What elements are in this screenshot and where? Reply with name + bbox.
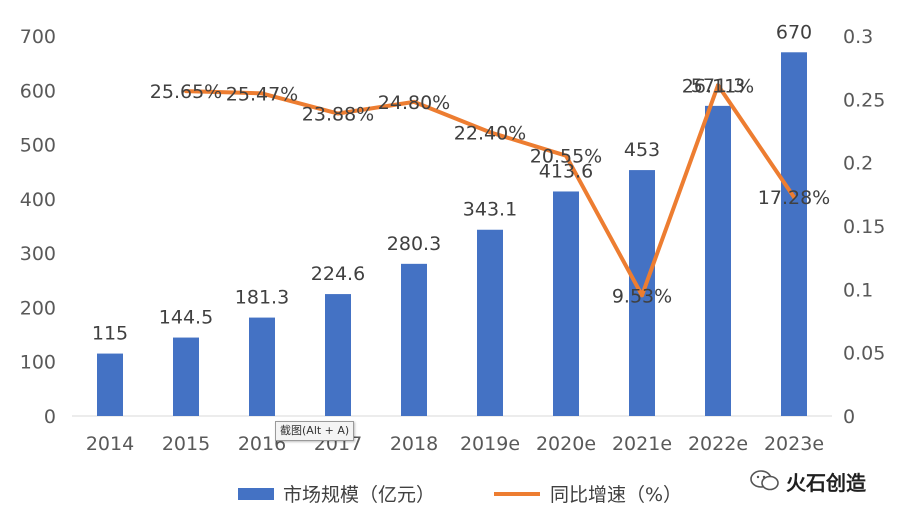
bar-data-label: 453 <box>624 139 660 161</box>
x-tick-label: 2019e <box>460 433 520 455</box>
y-right-tick-label: 0.2 <box>843 153 873 175</box>
line-data-label: 25.65% <box>150 81 222 103</box>
y-right-tick-label: 0.1 <box>843 279 873 301</box>
line-series <box>184 83 796 298</box>
bar <box>97 353 123 416</box>
bar-data-label: 413.6 <box>539 160 593 182</box>
x-tick-label: 2015 <box>162 433 210 455</box>
x-tick-label: 2018 <box>390 433 438 455</box>
y-left-tick-label: 100 <box>20 352 56 374</box>
legend-bar-label: 市场规模（亿元） <box>283 484 435 506</box>
y-left-axis: 0 100 200 300 400 500 600 700 <box>20 26 56 428</box>
bar-data-label: 224.6 <box>311 263 365 285</box>
line-point <box>564 153 568 158</box>
line-data-label: 26.11% <box>682 75 754 97</box>
line-point <box>412 99 416 104</box>
bar <box>705 105 731 416</box>
bar-data-label: 280.3 <box>387 233 441 255</box>
y-left-tick-label: 500 <box>20 135 56 157</box>
line-point <box>260 91 264 96</box>
bar-data-label: 343.1 <box>463 199 517 221</box>
x-tick-label: 2014 <box>86 433 134 455</box>
line-data-label: 22.40% <box>454 122 526 144</box>
watermark: 火石创造 <box>750 466 866 496</box>
line-point <box>488 130 492 135</box>
y-left-tick-label: 300 <box>20 243 56 265</box>
x-axis: 2014 2015 2016 2017 2018 2019e 2020e 2021e 2022e… <box>86 433 824 455</box>
line-data-label: 17.28% <box>758 187 830 209</box>
line-data-label: 25.47% <box>226 83 298 105</box>
y-left-tick-label: 600 <box>20 80 56 102</box>
bar <box>553 191 579 416</box>
line-data-label: 20.55% <box>530 146 602 168</box>
bar <box>173 337 199 416</box>
bar <box>401 263 427 416</box>
watermark-text: 火石创造 <box>786 470 866 495</box>
bar <box>477 229 503 416</box>
legend-line-label: 同比增速（%） <box>550 484 682 506</box>
line-data-label: 9.53% <box>612 285 672 307</box>
x-tick-label: 2021e <box>612 433 672 455</box>
line-point <box>640 293 644 298</box>
y-left-tick-label: 700 <box>20 26 56 48</box>
y-right-tick-label: 0 <box>843 406 855 428</box>
line-data-labels: 25.65% 25.47%23.88%24.80%22.40%20.55% 9.53… <box>150 75 830 307</box>
y-left-tick-label: 200 <box>20 297 56 319</box>
line-point <box>716 83 720 88</box>
y-right-tick-label: 0.05 <box>843 343 885 365</box>
line-point <box>184 89 188 94</box>
bar-data-label: 115 <box>92 323 128 345</box>
y-left-tick-label: 400 <box>20 189 56 211</box>
x-tick-label: 2016 <box>238 433 286 455</box>
legend-bar-swatch <box>238 488 274 500</box>
bar-series <box>97 52 807 417</box>
bar-data-label: 144.5 <box>159 307 213 329</box>
screenshot-tooltip: 截图(Alt + A) <box>275 421 355 441</box>
bar <box>781 52 807 417</box>
x-tick-label: 2023e <box>764 433 824 455</box>
line-data-label: 24.80% <box>378 92 450 114</box>
bar-data-label: 571.3 <box>691 75 745 97</box>
x-tick-label: 2020e <box>536 433 596 455</box>
bar <box>325 294 351 416</box>
y-right-axis: 0 0.05 0.1 0.15 0.2 0.25 0.3 <box>843 26 885 428</box>
legend: 市场规模（亿元） 同比增速（%） <box>238 484 682 506</box>
x-tick-label: 2022e <box>688 433 748 455</box>
bar <box>249 317 275 416</box>
line-point <box>336 111 340 116</box>
bar-data-label: 670 <box>776 21 812 43</box>
line-point <box>792 195 796 200</box>
bar-data-label: 181.3 <box>235 287 289 309</box>
line-data-label: 23.88% <box>302 104 374 126</box>
y-right-tick-label: 0.25 <box>843 89 885 111</box>
wechat-icon <box>750 470 779 491</box>
y-right-tick-label: 0.3 <box>843 26 873 48</box>
y-left-tick-label: 0 <box>44 406 56 428</box>
y-right-tick-label: 0.15 <box>843 216 885 238</box>
bar-data-labels: 115 144.5 181.3 224.6 280.3 343.1 413.6 453 571.… <box>92 21 812 344</box>
